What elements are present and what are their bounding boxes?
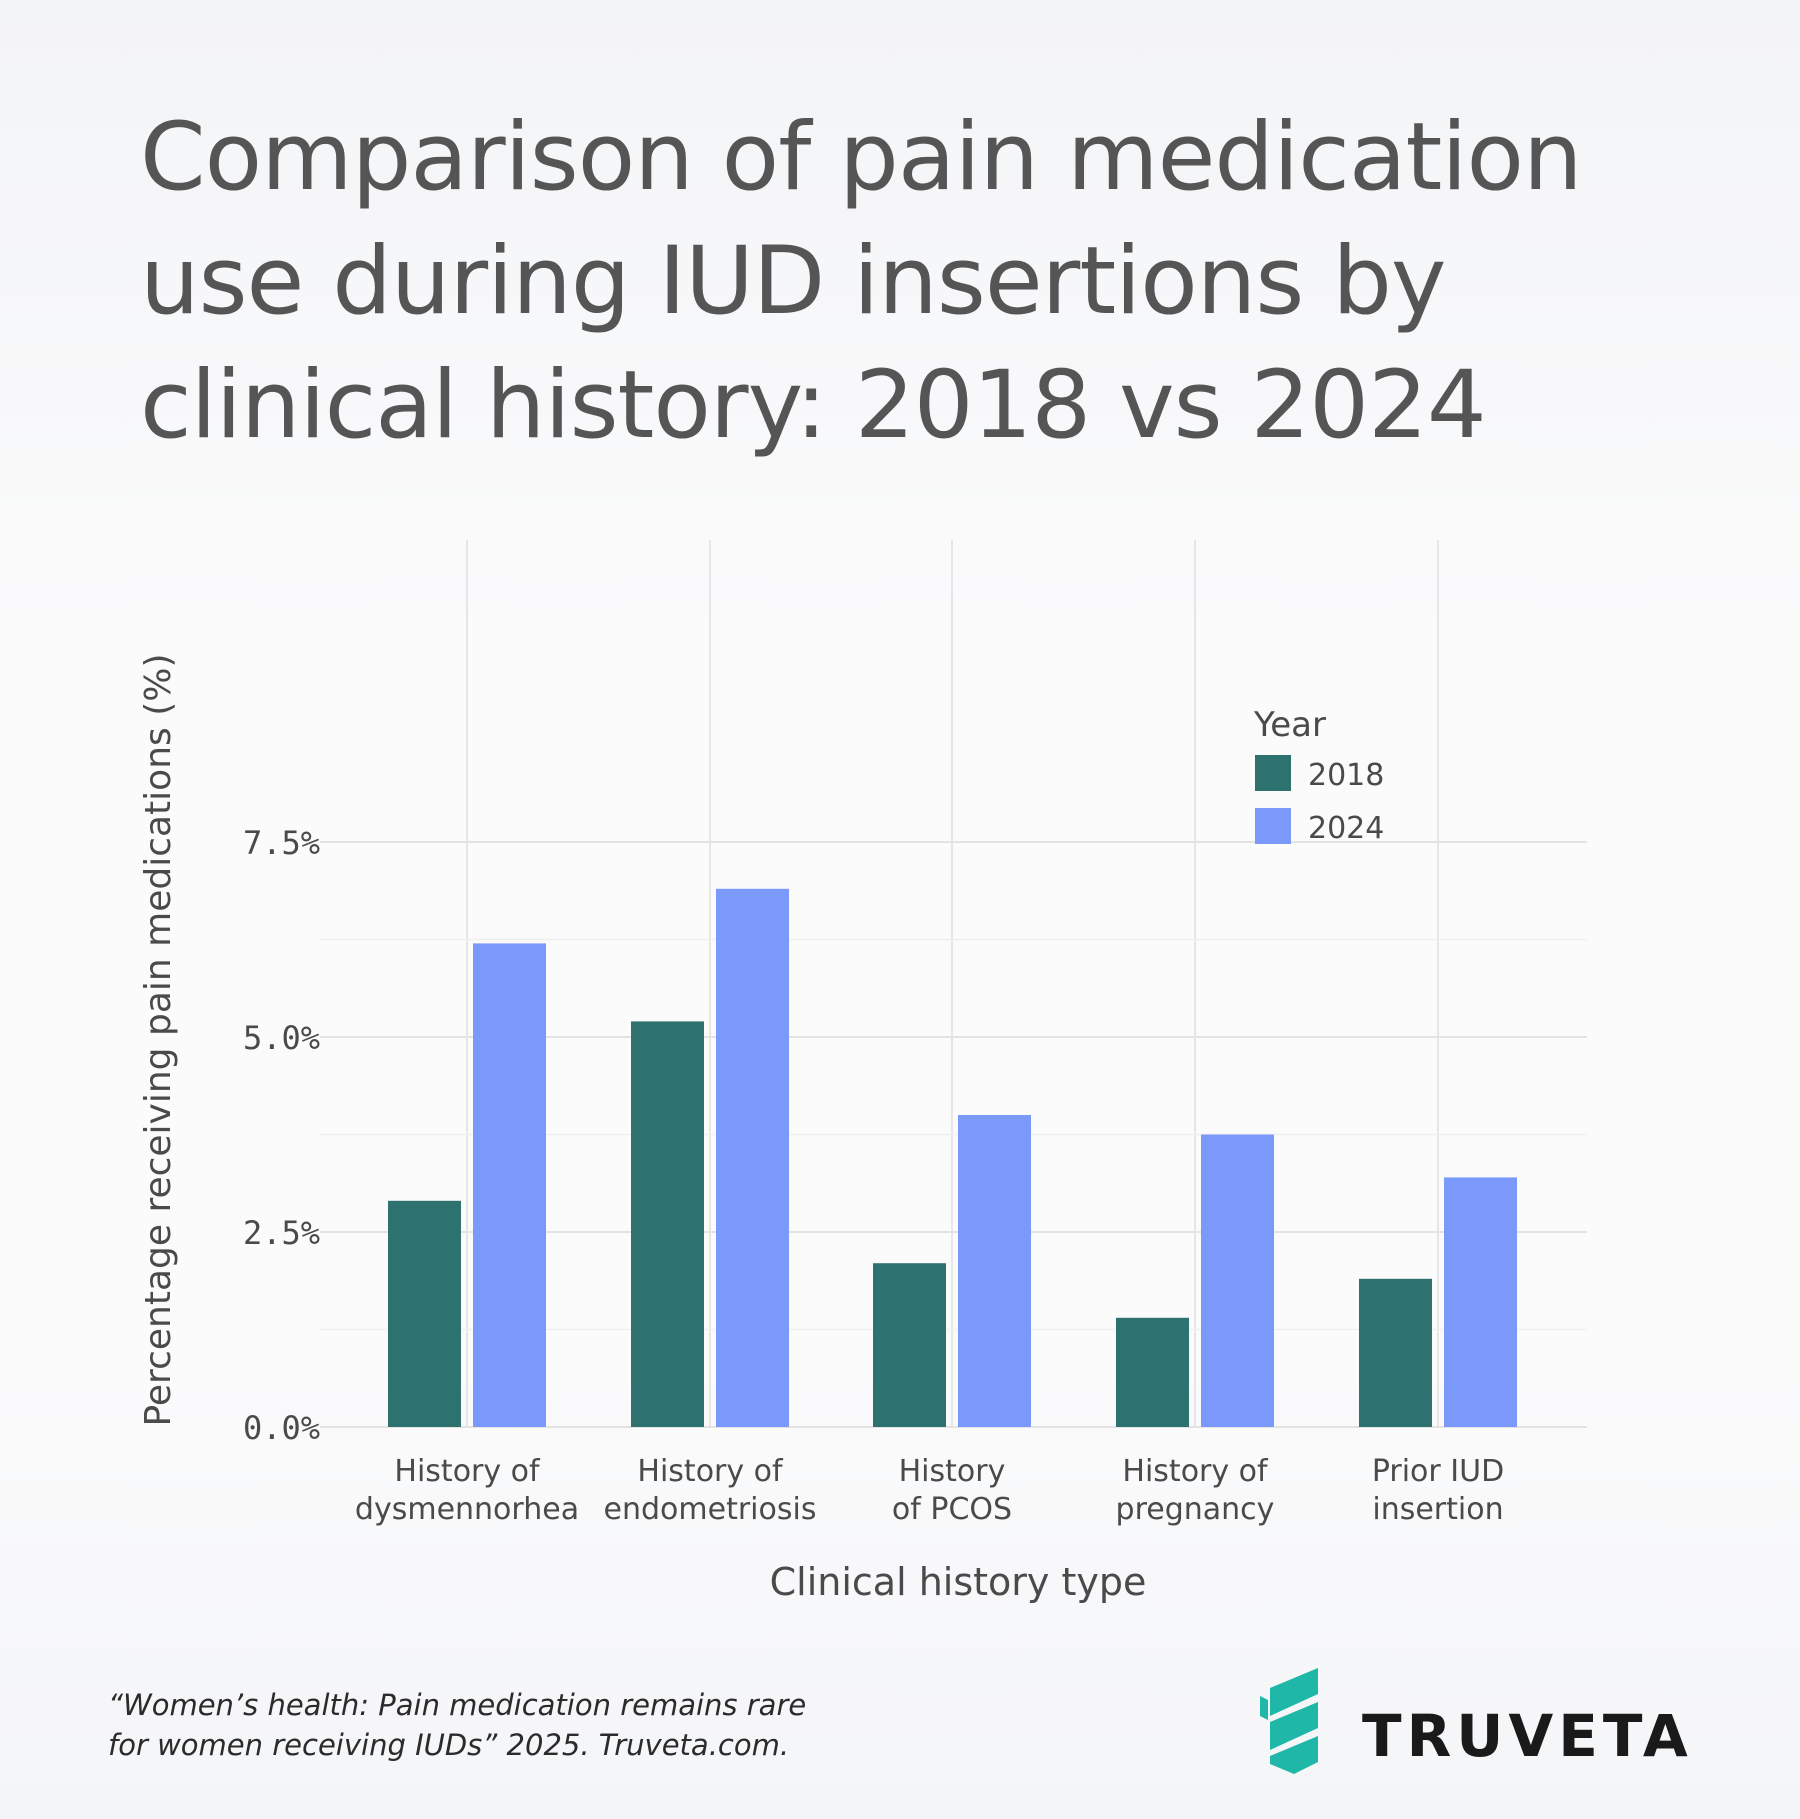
legend-label-2018: 2018 <box>1308 758 1384 793</box>
x-tick-label: History of PCOS <box>892 1454 1012 1527</box>
bar-2024-2 <box>958 1115 1031 1427</box>
bar-2018-1 <box>631 1021 704 1427</box>
truveta-wordmark: TRUVETA <box>1362 1702 1693 1770</box>
source-line-2: for women receiving IUDs” 2025. Truveta.… <box>108 1728 790 1762</box>
legend-swatch-2018 <box>1255 755 1291 791</box>
x-tick-label: History of dysmennorhea <box>355 1454 579 1527</box>
bar-2024-1 <box>716 888 789 1427</box>
legend: Year 2018 2024 <box>1253 705 1384 846</box>
bar-2018-2 <box>873 1263 946 1427</box>
bar-chart: 0.0%2.5%5.0%7.5% History of dysmennorheaH… <box>138 540 1587 1604</box>
title-line-2: use during IUD insertions by <box>140 227 1447 336</box>
y-tick-label: 7.5% <box>243 824 320 862</box>
y-axis-title: Percentage receiving pain medications (%… <box>138 653 179 1426</box>
x-axis-title: Clinical history type <box>770 1560 1147 1604</box>
bar-2018-4 <box>1359 1278 1432 1427</box>
bar-2024-0 <box>473 943 546 1427</box>
bar-2018-0 <box>388 1200 461 1427</box>
bar-2024-3 <box>1201 1134 1274 1427</box>
x-tick-label: History of pregnancy <box>1116 1454 1275 1527</box>
title-line-1: Comparison of pain medication <box>140 103 1583 212</box>
page-title: Comparison of pain medication use during… <box>140 96 1700 468</box>
title-line-3: clinical history: 2018 vs 2024 <box>140 351 1487 460</box>
truveta-logo: TRUVETA <box>1260 1668 1693 1774</box>
source-citation: “Women’s health: Pain medication remains… <box>108 1685 868 1765</box>
x-tick-label: History of endometriosis <box>604 1454 817 1527</box>
y-tick-label: 2.5% <box>243 1214 320 1252</box>
bar-2024-4 <box>1444 1177 1517 1427</box>
legend-title: Year <box>1253 705 1326 745</box>
legend-label-2024: 2024 <box>1308 811 1384 846</box>
y-tick-label: 5.0% <box>243 1019 320 1057</box>
y-tick-label: 0.0% <box>243 1409 320 1447</box>
x-axis-ticks: History of dysmennorhea History of endometr… <box>355 1454 1504 1527</box>
bars <box>388 888 1517 1427</box>
x-tick-label: Prior IUD insertion <box>1372 1454 1504 1527</box>
truveta-logo-mark-icon <box>1260 1668 1318 1774</box>
source-line-1: “Women’s health: Pain medication remains… <box>108 1688 807 1722</box>
bar-2018-3 <box>1116 1317 1189 1427</box>
legend-swatch-2024 <box>1255 808 1291 844</box>
y-axis-ticks: 0.0% 2.5% 5.0% 7.5% <box>243 824 320 1447</box>
